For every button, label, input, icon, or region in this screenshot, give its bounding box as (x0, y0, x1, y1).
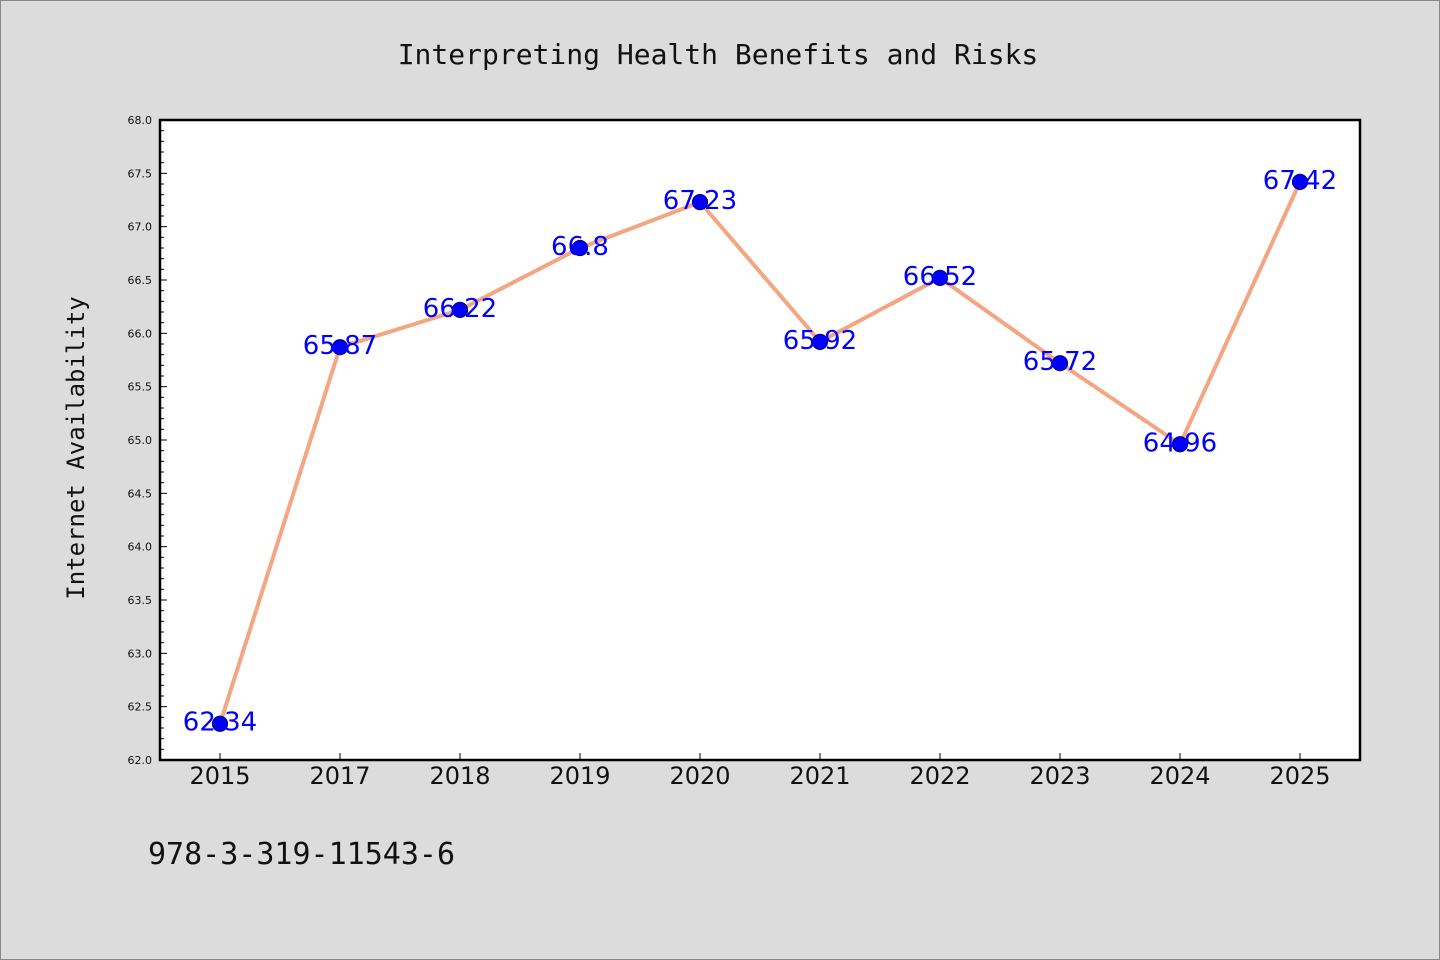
data-point (211, 715, 229, 732)
y-tick-label: 65.0 (128, 434, 153, 447)
chart-title: Interpreting Health Benefits and Risks (398, 38, 1039, 71)
y-tick-label: 64.0 (128, 541, 153, 554)
data-labels-group: 62.34 65.87 66.22 66.8 67.23 65.92 66.52 65.72 6… (183, 166, 1337, 738)
x-tick-label: 2021 (789, 762, 850, 790)
x-tick-label: 2023 (1029, 762, 1090, 790)
x-tick-label: 2024 (1149, 762, 1210, 790)
data-label: 65.87 (303, 331, 377, 361)
data-point (331, 339, 349, 356)
x-tick-label: 2015 (189, 762, 250, 790)
y-axis: 62.0 62.5 63.0 63.5 64.0 64.5 65.0 65.5 66.0 66.5… (128, 114, 167, 767)
data-label: 64.96 (1143, 428, 1217, 458)
y-tick-label: 66.5 (128, 274, 153, 287)
data-label: 62.34 (183, 708, 257, 738)
y-tick-label: 67.5 (128, 167, 153, 180)
y-tick-label: 63.0 (128, 647, 153, 660)
y-tick-label: 62.0 (128, 754, 153, 767)
x-tick-label: 2020 (669, 762, 730, 790)
data-label: 66.22 (423, 294, 497, 324)
x-tick-label: 2017 (309, 762, 370, 790)
data-label: 65.92 (783, 326, 857, 356)
plot-frame (158, 118, 1362, 762)
x-tick-label: 2022 (909, 762, 970, 790)
data-point (571, 239, 589, 257)
series-group (211, 173, 1309, 732)
y-tick-label: 62.5 (128, 701, 153, 714)
data-label: 66.8 (551, 232, 609, 262)
y-tick-label: 64.5 (128, 487, 153, 500)
y-tick-label: 68.0 (128, 114, 153, 127)
y-tick-label: 67.0 (128, 221, 153, 234)
data-point (1171, 436, 1189, 453)
data-label: 66.52 (903, 262, 977, 292)
series-line (218, 179, 1302, 726)
data-label: 67.23 (663, 186, 737, 216)
plot-area (160, 120, 1360, 760)
data-point (451, 301, 469, 318)
y-tick-label: 63.5 (128, 594, 153, 607)
data-label: 65.72 (1023, 347, 1097, 377)
data-point (1291, 173, 1309, 190)
y-tick-label: 66.0 (128, 327, 153, 340)
data-point (691, 194, 709, 211)
footnote-isbn: 978-3-319-11543-6 (148, 837, 455, 872)
x-tick-label: 2019 (549, 762, 610, 790)
data-point (931, 269, 949, 286)
x-axis: 2015 2017 2018 2019 2020 2021 2022 2023 2024 2025 (189, 753, 1331, 790)
y-tick-label: 65.5 (128, 381, 153, 394)
data-point (1051, 355, 1069, 372)
x-tick-label: 2025 (1269, 762, 1330, 790)
data-point (811, 333, 829, 350)
y-axis-label: Internet Availability (62, 296, 90, 599)
x-tick-label: 2018 (429, 762, 490, 790)
data-label: 67.42 (1263, 166, 1337, 196)
